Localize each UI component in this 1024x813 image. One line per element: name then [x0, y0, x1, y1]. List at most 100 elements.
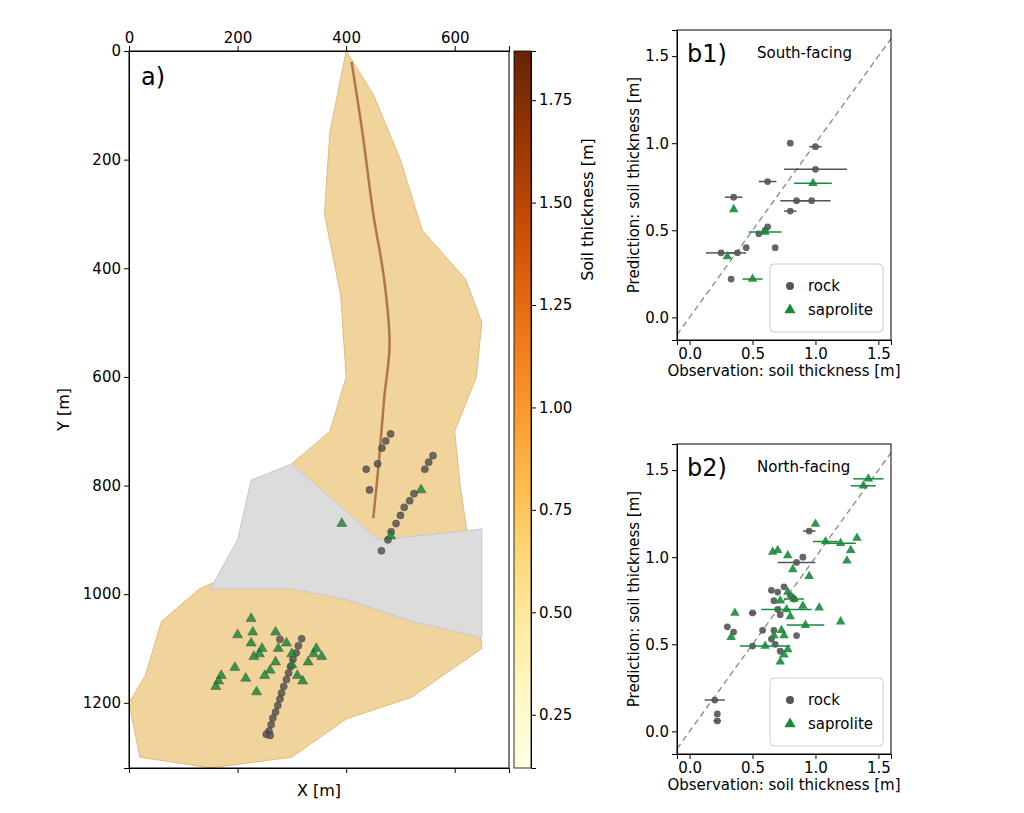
tick: 0.25	[531, 706, 572, 724]
point	[276, 695, 283, 702]
legend-label: rock	[808, 691, 840, 709]
tick: 1.25	[531, 296, 572, 314]
tick-label: 1.0	[804, 345, 828, 363]
point	[410, 490, 417, 497]
point	[280, 683, 287, 690]
tick: 0.0	[678, 754, 702, 777]
floodplain	[210, 464, 481, 638]
tick: 0.5	[741, 340, 765, 363]
tick: 0.5	[645, 636, 677, 654]
point	[287, 659, 297, 668]
point	[276, 636, 283, 643]
axis-line	[672, 445, 678, 755]
catchment	[129, 51, 482, 768]
tick-mark	[531, 203, 536, 204]
panel-title: North-facing	[757, 458, 850, 476]
point	[859, 480, 869, 488]
tick-label: 0.5	[741, 345, 765, 363]
map-panel: 0200400600020040060080010001200X [m]Y [m…	[54, 29, 597, 800]
point	[730, 607, 740, 615]
tick-label: 400	[332, 29, 361, 47]
tick: 1.75	[531, 91, 572, 109]
tick-label: 1200	[83, 694, 121, 712]
point	[729, 204, 739, 212]
point	[401, 504, 408, 511]
tick-label: 0.75	[539, 501, 572, 519]
tick-label: 0	[125, 29, 135, 47]
tick-label: 1.5	[867, 759, 891, 777]
tick: 1.0	[645, 135, 677, 153]
point	[285, 669, 292, 676]
tick: 0.5	[645, 222, 677, 240]
point	[267, 732, 274, 739]
point	[812, 166, 819, 173]
point	[768, 587, 775, 594]
point	[274, 702, 281, 709]
tick-label: 1.75	[539, 91, 572, 109]
tick-mark	[531, 715, 536, 716]
point	[298, 635, 305, 642]
point	[842, 555, 852, 563]
point	[387, 430, 394, 437]
axis: 0.00.51.01.5	[678, 754, 892, 777]
tick-mark	[531, 510, 536, 511]
axis: 0.00.51.01.5	[645, 445, 677, 755]
tick-label: 1.50	[539, 194, 572, 212]
point	[252, 686, 262, 695]
panel-title: South-facing	[757, 44, 852, 62]
tick-label: 800	[92, 477, 121, 495]
tick: 1.50	[531, 194, 572, 212]
point	[846, 545, 856, 553]
tick: 0.0	[645, 309, 677, 327]
channel	[352, 62, 390, 518]
axis: 0.250.500.751.001.251.501.75	[531, 52, 572, 769]
point	[374, 460, 381, 467]
point	[836, 616, 846, 624]
tick-label: 1.25	[539, 296, 572, 314]
tick-mark	[672, 557, 677, 558]
tick-mark	[124, 268, 129, 269]
point	[783, 587, 793, 595]
point	[273, 643, 283, 652]
point	[788, 564, 798, 572]
point	[260, 670, 270, 679]
point	[759, 627, 766, 634]
axis-line	[672, 31, 678, 341]
tick: 600	[92, 368, 129, 386]
plot-frame	[677, 30, 891, 340]
tick: 1.5	[645, 47, 677, 65]
point	[760, 641, 770, 649]
point	[777, 611, 784, 618]
tick-label: 0.0	[645, 723, 669, 741]
point	[283, 676, 290, 683]
point	[268, 721, 275, 728]
legend-marker	[784, 303, 795, 313]
tick-label: 0.5	[741, 759, 765, 777]
point	[378, 547, 385, 554]
axis-line	[124, 52, 130, 769]
tick-mark	[531, 100, 536, 101]
tick-mark	[124, 594, 129, 595]
tick-mark	[238, 768, 239, 773]
tick	[238, 768, 239, 773]
point	[718, 250, 725, 257]
point	[416, 484, 426, 493]
tick-mark	[672, 317, 677, 318]
legend-marker	[786, 696, 794, 704]
tick-label: 400	[92, 260, 121, 278]
tick-label: 200	[92, 151, 121, 169]
point	[793, 632, 800, 639]
point	[836, 538, 846, 546]
figure: 0200400600020040060080010001200X [m]Y [m…	[0, 0, 1024, 813]
point	[241, 673, 251, 682]
axis-line	[678, 341, 892, 346]
point	[812, 143, 819, 150]
y-axis-title: Prediction: soil thickness [m]	[625, 77, 643, 293]
one-to-one-line	[677, 39, 891, 335]
tick: 200	[92, 151, 129, 169]
point	[760, 227, 770, 235]
tick-mark	[672, 143, 677, 144]
tick-label: 1.00	[539, 399, 572, 417]
tick-label: 0.0	[678, 759, 702, 777]
tick: 200	[224, 29, 253, 51]
